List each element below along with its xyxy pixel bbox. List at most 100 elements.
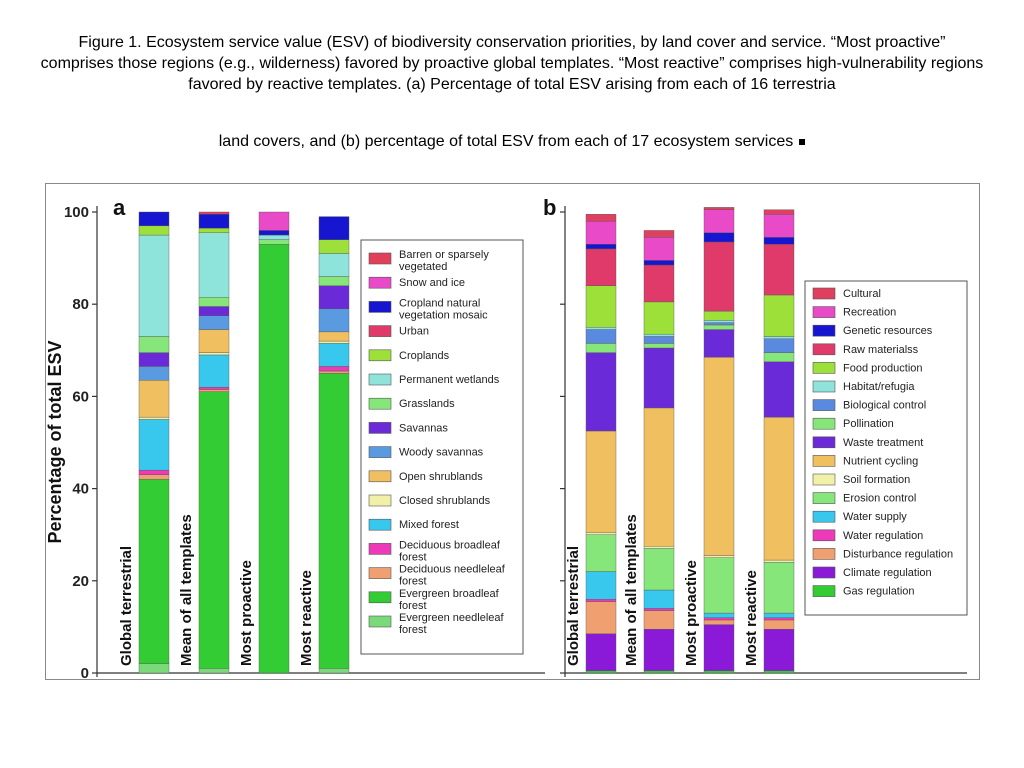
bar-segment-barren-or-sparsely-vegetated [198,211,230,215]
y-tick-label: 0 [81,665,89,680]
bar-segment-habitat-refugia [585,327,617,330]
bar-segment-raw-materialss [763,244,795,296]
bar-segment-evergreen-broadleaf-forest [198,391,230,669]
bar-segment-mixed-forest [138,419,170,471]
legend-label: Deciduous needleleaf forest [399,564,506,588]
bar-segment-recreation [703,209,735,233]
bar-segment-erosion-control [585,534,617,572]
panel-b: b Global terrestrial Mean of all templates… [543,195,968,677]
legend-label: Deciduous broadleaf forest [399,539,501,563]
bar-segment-food-production [763,294,795,337]
bar-segment-cultural [703,207,735,210]
bar-segment-habitat-refugia [763,336,795,339]
y-tick-label: 80 [72,296,89,313]
bar-segment-recreation [643,237,675,261]
bar-segment-climate-regulation [703,624,735,671]
bar-segment-habitat-refugia [703,320,735,323]
legend-label: Pollination [843,418,894,430]
bar-segment-cropland-natural-vegetation-mosaic [198,214,230,229]
legend-swatch [812,417,836,430]
legend-swatch [368,252,392,265]
bar-segment-disturbance-regulation [763,619,795,630]
legend-label: Water supply [843,511,907,523]
legend-label: Urban [399,326,429,338]
legend-label: Gas regulation [843,586,915,598]
bar-segment-open-shrublands [138,380,170,418]
legend-label-line: Evergreen broadleaf [399,588,500,600]
bar-segment-erosion-control [703,557,735,614]
legend-swatch [812,436,836,449]
legend-label-line: forest [399,551,427,563]
bar-segment-deciduous-broadleaf-forest [138,469,170,475]
bar-segment-pollination [703,324,735,330]
category-label: Most proactive [683,560,700,666]
bar-segment-cropland-natural-vegetation-mosaic [258,230,290,236]
y-tick-label: 20 [72,573,89,590]
bar-segment-soil-formation [585,532,617,535]
legend-swatch [368,373,392,386]
bar-segment-nutrient-cycling [643,407,675,547]
legend-swatch [368,349,392,362]
legend-swatch [368,397,392,410]
bar-segment-water-supply [643,589,675,609]
legend-swatch [812,306,836,318]
legend-label: Snow and ice [399,277,465,289]
legend-swatch [812,585,836,597]
legend-swatch [812,324,836,337]
legend-label-line: Deciduous broadleaf [399,539,501,551]
bar-segment-water-regulation [763,617,795,621]
bar-segment-disturbance-regulation [643,610,675,630]
legend-label: Biological control [843,400,926,412]
bar-segment-deciduous-needleleaf-forest [198,389,230,392]
bar-segment-waste-treatment [703,329,735,358]
bar-segment-permanent-wetlands [138,234,170,337]
legend-label: Food production [843,362,923,374]
bar-segment-pollination [763,352,795,363]
bar-segment-gas-regulation [703,670,735,674]
bar-segment-deciduous-broadleaf-forest [198,386,230,390]
bar-segment-cultural [643,230,675,238]
bar-segment-cropland-natural-vegetation-mosaic [318,216,350,240]
bar-segment-gas-regulation [643,670,675,674]
bar-segment-gas-regulation [585,670,617,674]
bar-segment-snow-and-ice [258,211,290,231]
bar-segment-recreation [585,221,617,245]
legend-swatch [812,492,836,504]
bar-segment-genetic-resources [703,232,735,243]
bar-segment-grasslands [198,297,230,307]
category-label: Most reactive [743,570,760,666]
legend-label: Closed shrublands [399,495,491,507]
bar-segment-permanent-wetlands [198,232,230,298]
legend-swatch [368,494,392,507]
bar-segment-water-regulation [585,599,617,602]
bar-segment-deciduous-needleleaf-forest [138,474,170,480]
legend-label: Water regulation [843,530,923,542]
bar-segment-water-regulation [643,608,675,611]
bar-segment-open-shrublands [198,329,230,353]
legend-label-line: forest [399,624,427,636]
bar-segment-deciduous-needleleaf-forest [318,370,350,374]
legend-swatch [368,543,392,555]
bar-segment-open-shrublands [318,331,350,342]
bar-segment-woody-savannas [198,315,230,330]
legend-swatch [368,470,392,483]
bar-segment-water-supply [703,612,735,618]
bar-segment-evergreen-needleleaf-forest [198,668,230,674]
figure-caption: Figure 1. Ecosystem service value (ESV) … [40,34,984,93]
bar-segment-habitat-refugia [643,333,675,337]
bar-segment-food-production [643,301,675,335]
legend-label: Habitat/refugia [843,381,915,393]
bar-segment-croplands [318,239,350,254]
legend-swatch [812,548,836,560]
legend-swatch [812,566,836,579]
bar-segment-pollination [643,343,675,349]
bar-segment-mixed-forest [318,343,350,367]
bar-segment-food-production [703,310,735,321]
bar-segment-evergreen-broadleaf-forest [258,244,290,674]
legend-label: Evergreen needleleaf forest [399,612,505,636]
category-label: Global terrestrial [565,546,582,666]
bar-segment-croplands [138,225,170,236]
bar-segment-soil-formation [643,546,675,549]
bar-segment-nutrient-cycling [585,430,617,533]
bar-segment-gas-regulation [763,670,795,674]
